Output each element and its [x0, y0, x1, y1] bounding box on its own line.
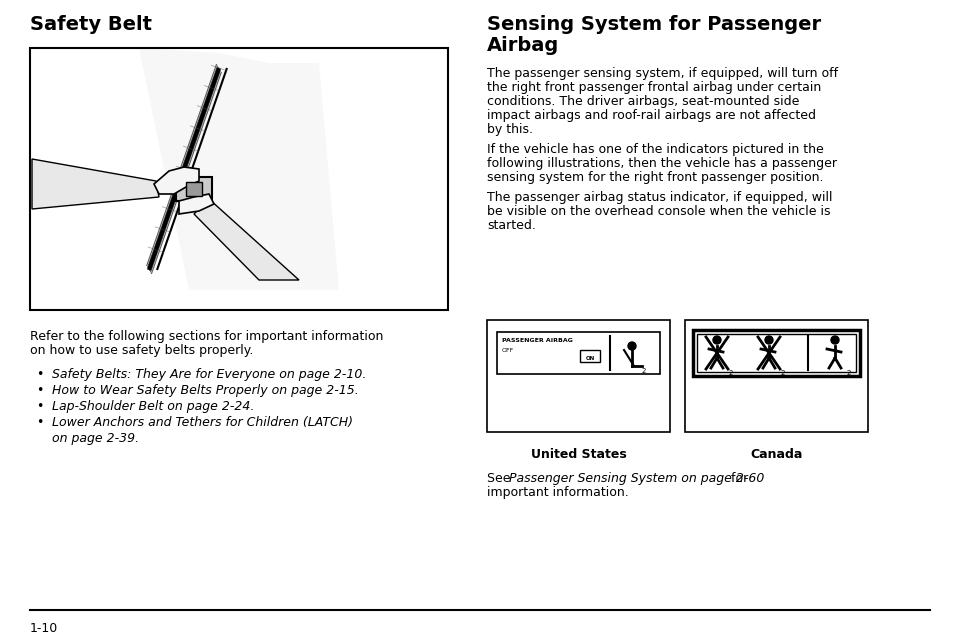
Text: important information.: important information. [486, 486, 628, 499]
Text: Passenger Sensing System on page 2-60: Passenger Sensing System on page 2-60 [509, 472, 763, 485]
Bar [579, 350, 599, 362]
Text: impact airbags and roof-rail airbags are not affected: impact airbags and roof-rail airbags are… [486, 109, 815, 122]
Polygon shape [32, 159, 159, 209]
Polygon shape [193, 199, 298, 280]
Text: •: • [36, 400, 44, 413]
Text: The passenger sensing system, if equipped, will turn off: The passenger sensing system, if equippe… [486, 67, 838, 80]
Bar [175, 177, 212, 201]
Polygon shape [179, 194, 213, 214]
Bar [486, 320, 669, 432]
Text: on how to use safety belts properly.: on how to use safety belts properly. [30, 344, 253, 357]
Text: 2: 2 [728, 370, 733, 376]
Text: 2: 2 [781, 370, 784, 376]
Polygon shape [153, 167, 199, 194]
Bar [30, 49, 447, 309]
Text: following illustrations, then the vehicle has a passenger: following illustrations, then the vehicl… [486, 157, 836, 170]
Text: 2: 2 [846, 370, 850, 376]
Text: The passenger airbag status indicator, if equipped, will: The passenger airbag status indicator, i… [486, 191, 832, 204]
Text: started.: started. [486, 219, 536, 232]
Text: •: • [36, 368, 44, 381]
Text: See: See [486, 472, 514, 485]
Text: on page 2-39.: on page 2-39. [52, 432, 139, 445]
Text: United States: United States [530, 448, 626, 461]
Text: Safety Belt: Safety Belt [30, 15, 152, 34]
Text: 2: 2 [641, 368, 646, 374]
Polygon shape [139, 48, 338, 290]
Circle shape [627, 342, 636, 350]
Text: •: • [36, 384, 44, 397]
Circle shape [764, 336, 772, 344]
Bar [186, 182, 202, 196]
Text: Lap-Shoulder Belt on page 2-24.: Lap-Shoulder Belt on page 2-24. [52, 400, 254, 413]
Text: by this.: by this. [486, 123, 533, 136]
Text: for: for [726, 472, 747, 485]
Text: PASSENGER AIRBAG: PASSENGER AIRBAG [501, 338, 572, 343]
Bar [30, 48, 448, 310]
Text: Refer to the following sections for important information: Refer to the following sections for impo… [30, 330, 383, 343]
Text: be visible on the overhead console when the vehicle is: be visible on the overhead console when … [486, 205, 830, 218]
Text: Canada: Canada [749, 448, 801, 461]
Text: Lower Anchors and Tethers for Children (LATCH): Lower Anchors and Tethers for Children (… [52, 416, 353, 429]
Text: 1-10: 1-10 [30, 622, 58, 635]
Circle shape [712, 336, 720, 344]
Text: Safety Belts: They Are for Everyone on page 2-10.: Safety Belts: They Are for Everyone on p… [52, 368, 366, 381]
Circle shape [830, 336, 838, 344]
Text: •: • [36, 416, 44, 429]
Bar [684, 320, 867, 432]
Text: Sensing System for Passenger: Sensing System for Passenger [486, 15, 821, 34]
Text: If the vehicle has one of the indicators pictured in the: If the vehicle has one of the indicators… [486, 143, 822, 156]
Text: conditions. The driver airbags, seat-mounted side: conditions. The driver airbags, seat-mou… [486, 95, 799, 108]
Bar [697, 334, 855, 372]
Text: How to Wear Safety Belts Properly on page 2-15.: How to Wear Safety Belts Properly on pag… [52, 384, 358, 397]
Bar [692, 330, 859, 376]
Text: sensing system for the right front passenger position.: sensing system for the right front passe… [486, 171, 822, 184]
Text: ON: ON [585, 356, 594, 361]
Text: OFF: OFF [501, 348, 514, 353]
Bar [497, 332, 659, 374]
Text: the right front passenger frontal airbag under certain: the right front passenger frontal airbag… [486, 81, 821, 94]
Bar [30, 48, 448, 310]
Text: Airbag: Airbag [486, 36, 558, 55]
